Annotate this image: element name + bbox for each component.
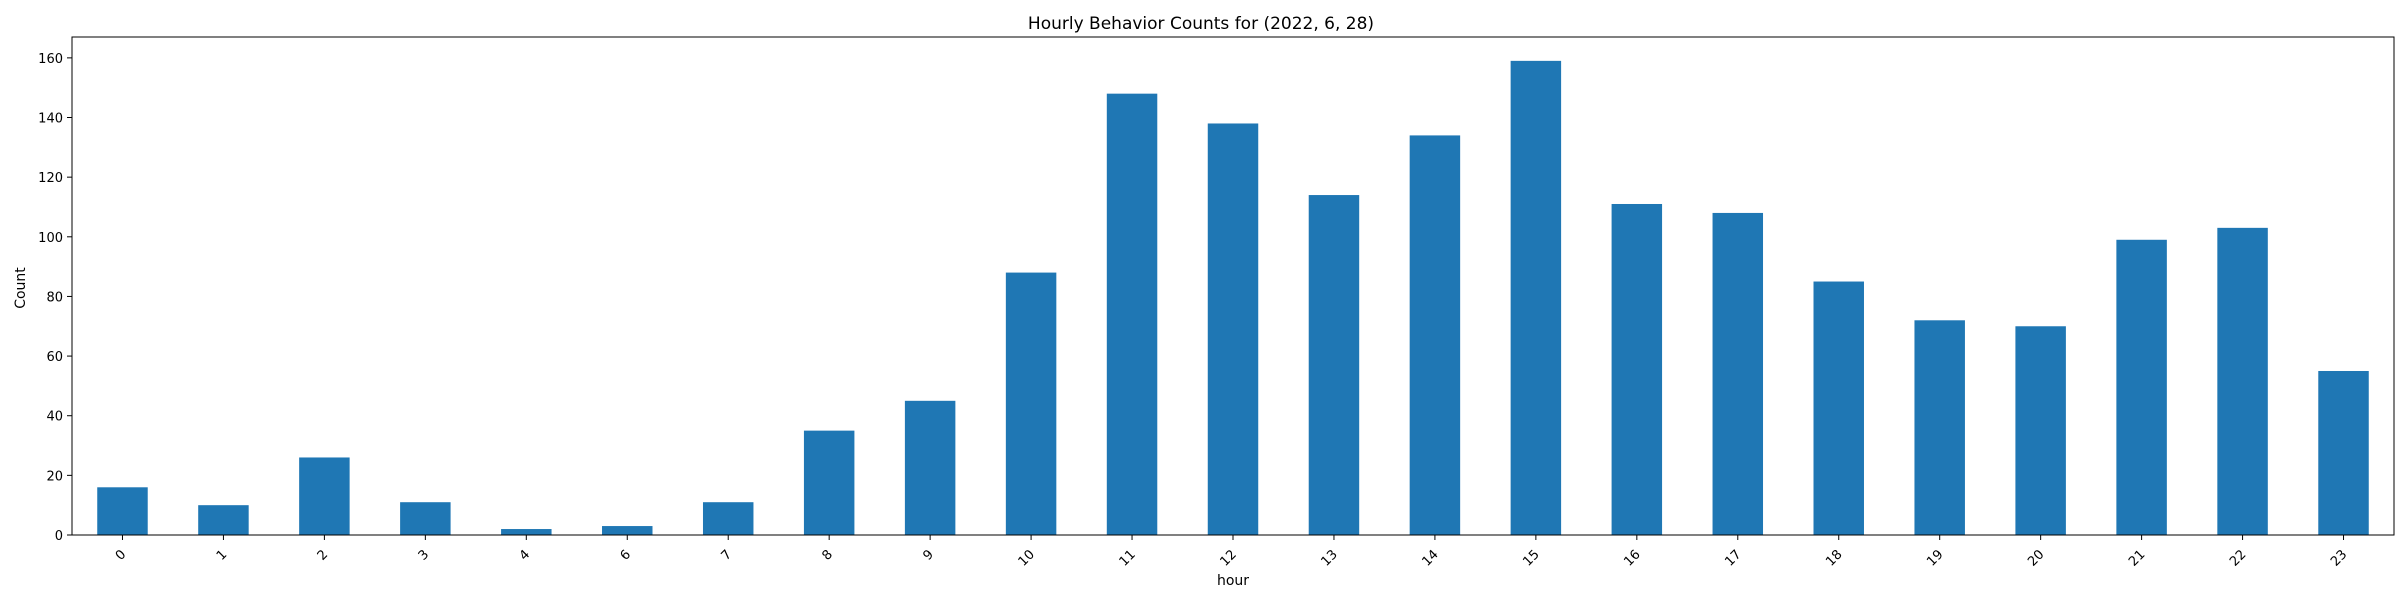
bar-hour-9 [904, 400, 956, 535]
plot-frame [71, 36, 2395, 536]
y-tick-label: 100 [38, 231, 63, 246]
bar-hour-2 [299, 457, 350, 535]
bar-hour-17 [1712, 212, 1764, 535]
bar-hour-15 [1510, 60, 1562, 536]
bar-hour-8 [803, 430, 855, 535]
bar-hour-16 [1611, 203, 1663, 536]
bar-hour-7 [702, 502, 754, 535]
bar-hour-4 [501, 529, 552, 535]
bar-hour-23 [2318, 370, 2369, 535]
y-tick-label: 80 [46, 290, 63, 305]
bars-group [97, 60, 2369, 536]
bar-hour-12 [1207, 123, 1259, 535]
y-tick-label: 20 [46, 469, 63, 484]
y-tick-label: 160 [38, 52, 63, 67]
y-tick-label: 0 [55, 529, 63, 544]
y-ticks-group: 0 20 40 60 80 100 120 140 160 [38, 52, 72, 544]
y-axis-label: Count [13, 267, 29, 309]
bar-hour-22 [2217, 227, 2268, 535]
bar-hour-20 [2015, 326, 2066, 535]
bar-hour-11 [1106, 93, 1158, 535]
chart-title: Hourly Behavior Counts for (2022, 6, 28) [1028, 14, 1374, 34]
bar-hour-1 [198, 505, 249, 535]
bar-hour-21 [2116, 239, 2167, 535]
bar-hour-18 [1813, 281, 1864, 535]
bar-hour-6 [602, 526, 653, 535]
bar-hour-3 [400, 502, 451, 535]
bar-hour-14 [1409, 135, 1461, 535]
y-tick-label: 120 [38, 171, 63, 186]
bar-hour-0 [97, 487, 148, 535]
bar-hour-19 [1914, 320, 1965, 535]
x-axis-label: hour [1217, 573, 1249, 589]
y-tick-label: 40 [46, 410, 63, 425]
bar-hour-10 [1005, 272, 1057, 535]
y-tick-label: 60 [46, 350, 63, 365]
y-tick-label: 140 [38, 112, 63, 127]
bar-hour-13 [1308, 195, 1360, 536]
